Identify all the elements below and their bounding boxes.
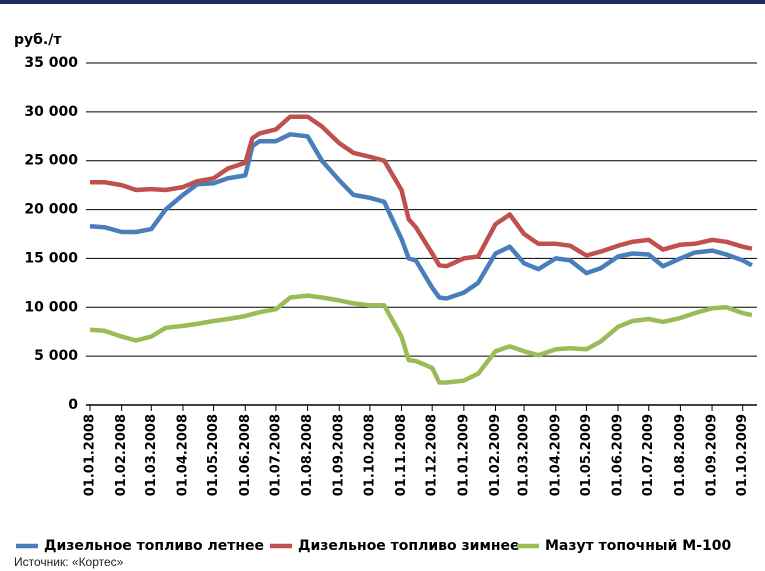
x-tick-label: 01.08.2009 bbox=[673, 414, 688, 496]
y-tick-label: 20 000 bbox=[24, 202, 78, 218]
x-tick-label: 01.10.2008 bbox=[362, 414, 377, 496]
x-tick-label: 01.02.2009 bbox=[488, 414, 503, 496]
x-tick-label: 01.12.2008 bbox=[425, 414, 440, 496]
y-tick-label: 15 000 bbox=[24, 250, 78, 266]
x-tick-label: 01.01.2009 bbox=[456, 414, 471, 496]
x-tick-label: 01.03.2009 bbox=[517, 414, 532, 496]
x-tick-label: 01.10.2009 bbox=[735, 414, 750, 496]
legend-label: Мазут топочный М-100 bbox=[545, 538, 732, 554]
y-tick-label: 30 000 bbox=[24, 104, 78, 120]
legend-label: Дизельное топливо летнее bbox=[44, 538, 264, 554]
y-tick-label: 25 000 bbox=[24, 153, 78, 169]
x-tick-label: 01.08.2008 bbox=[300, 414, 315, 496]
x-tick-label: 01.11.2008 bbox=[394, 414, 409, 496]
top-bar bbox=[0, 0, 765, 4]
source: Источник: «Кортес» bbox=[14, 555, 124, 569]
x-tick-label: 01.09.2008 bbox=[332, 414, 347, 496]
y-tick-label: 0 bbox=[68, 397, 78, 413]
x-tick-label: 01.06.2008 bbox=[238, 414, 253, 496]
x-tick-label: 01.07.2009 bbox=[641, 414, 656, 496]
x-tick-label: 01.09.2009 bbox=[705, 414, 720, 496]
series-line bbox=[90, 114, 753, 269]
x-tick-label: 01.06.2009 bbox=[611, 414, 626, 496]
x-tick-label: 01.07.2008 bbox=[268, 414, 283, 496]
y-axis-label: руб./т bbox=[14, 32, 62, 48]
y-tick-label: 5 000 bbox=[34, 348, 78, 364]
x-tick-label: 01.05.2009 bbox=[579, 414, 594, 496]
legend-label: Дизельное топливо зимнее bbox=[298, 538, 520, 554]
x-tick-label: 01.04.2009 bbox=[548, 414, 563, 496]
x-tick-label: 01.01.2008 bbox=[83, 414, 98, 496]
series-line bbox=[89, 293, 753, 385]
y-tick-label: 10 000 bbox=[24, 299, 78, 315]
x-tick-label: 01.02.2008 bbox=[114, 414, 129, 496]
x-tick-label: 01.03.2008 bbox=[144, 414, 159, 496]
x-tick-label: 01.05.2008 bbox=[206, 414, 221, 496]
series-line bbox=[89, 132, 753, 301]
y-tick-label: 35 000 bbox=[24, 55, 78, 71]
x-tick-label: 01.04.2008 bbox=[175, 414, 190, 496]
